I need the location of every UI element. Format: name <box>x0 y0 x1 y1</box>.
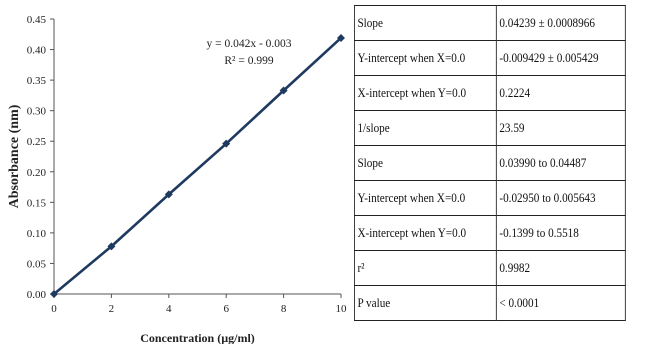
stats-table-body: Slope 0.04239 ± 0.0008966 Y-intercept when… <box>353 5 626 321</box>
x-tick-label: 4 <box>166 303 172 315</box>
stats-label-cell: Y-intercept when X=0.0 <box>353 180 497 216</box>
stats-row: X-intercept when Y=0.0 0.2224 <box>353 75 626 111</box>
stats-label-cell: 1/slope <box>353 110 497 146</box>
chart-svg: 0.00 0.05 0.10 0.15 0.20 0.25 0.30 0.35 0.40 0.45… <box>7 14 348 344</box>
data-point <box>164 190 173 199</box>
stats-label-cell: r² <box>353 250 497 286</box>
series-line <box>53 36 342 296</box>
regression-equation: y = 0.042x - 0.003 <box>206 38 291 50</box>
x-tick-label: 0 <box>51 303 57 315</box>
stats-value-cell: 0.2224 <box>495 75 626 111</box>
y-tick-label: 0.20 <box>27 167 47 179</box>
y-tick-label: 0.25 <box>27 136 47 148</box>
y-axis-title: Absorbance (nm) <box>7 104 22 208</box>
y-tick-label: 0.00 <box>27 289 47 301</box>
stats-label-cell: Y-intercept when X=0.0 <box>353 40 497 76</box>
stats-value-cell: -0.009429 ± 0.005429 <box>495 40 626 76</box>
stats-label-cell: P value <box>353 285 497 321</box>
data-point <box>222 139 231 148</box>
stats-value-cell: 0.03990 to 0.04487 <box>495 145 626 181</box>
y-tick-label: 0.45 <box>27 14 47 26</box>
stats-value-cell: 0.04239 ± 0.0008966 <box>495 5 626 41</box>
y-tick-label: 0.35 <box>27 75 47 87</box>
stats-value-cell: 0.9982 <box>495 250 626 286</box>
x-axis-title: Concentration (µg/ml) <box>140 331 255 344</box>
x-tick-label: 10 <box>336 303 348 315</box>
data-point <box>279 86 288 95</box>
stats-label-cell: Slope <box>353 145 497 181</box>
stats-value-cell: -0.1399 to 0.5518 <box>495 215 626 251</box>
y-tick-label: 0.30 <box>27 106 47 118</box>
y-tick-label: 0.40 <box>27 45 47 57</box>
data-point <box>107 242 116 251</box>
stats-row: Y-intercept when X=0.0 -0.02950 to 0.0056… <box>353 180 626 216</box>
y-tick-label: 0.15 <box>27 197 47 209</box>
y-tick-label: 0.10 <box>27 228 47 240</box>
calibration-chart: 0.00 0.05 0.10 0.15 0.20 0.25 0.30 0.35 0.40 0.45… <box>7 14 348 344</box>
stats-label-cell: X-intercept when Y=0.0 <box>353 75 497 111</box>
r-squared-label: R² = 0.999 <box>224 55 273 67</box>
stats-value-cell: 23.59 <box>495 110 626 146</box>
data-point <box>337 33 345 42</box>
stats-value-cell: -0.02950 to 0.005643 <box>495 180 626 216</box>
stats-value-cell: < 0.0001 <box>495 285 626 321</box>
stats-row: Y-intercept when X=0.0 -0.009429 ± 0.0054… <box>353 40 626 76</box>
y-tick-label: 0.05 <box>27 258 47 270</box>
regression-stats-table: Slope 0.04239 ± 0.0008966 Y-intercept when… <box>353 5 626 321</box>
stats-row: r² 0.9982 <box>353 250 626 286</box>
x-tick-label: 8 <box>281 303 287 315</box>
stats-row: P value < 0.0001 <box>353 285 626 321</box>
stats-row: 1/slope 23.59 <box>353 110 626 146</box>
stats-row: X-intercept when Y=0.0 -0.1399 to 0.5518 <box>353 215 626 251</box>
x-tick-label: 2 <box>109 303 115 315</box>
stats-row: Slope 0.04239 ± 0.0008966 <box>353 5 626 41</box>
data-point <box>50 290 58 298</box>
stats-label-cell: X-intercept when Y=0.0 <box>353 215 497 251</box>
x-tick-label: 6 <box>223 303 229 315</box>
stats-row: Slope 0.03990 to 0.04487 <box>353 145 626 181</box>
stats-label-cell: Slope <box>353 5 497 41</box>
